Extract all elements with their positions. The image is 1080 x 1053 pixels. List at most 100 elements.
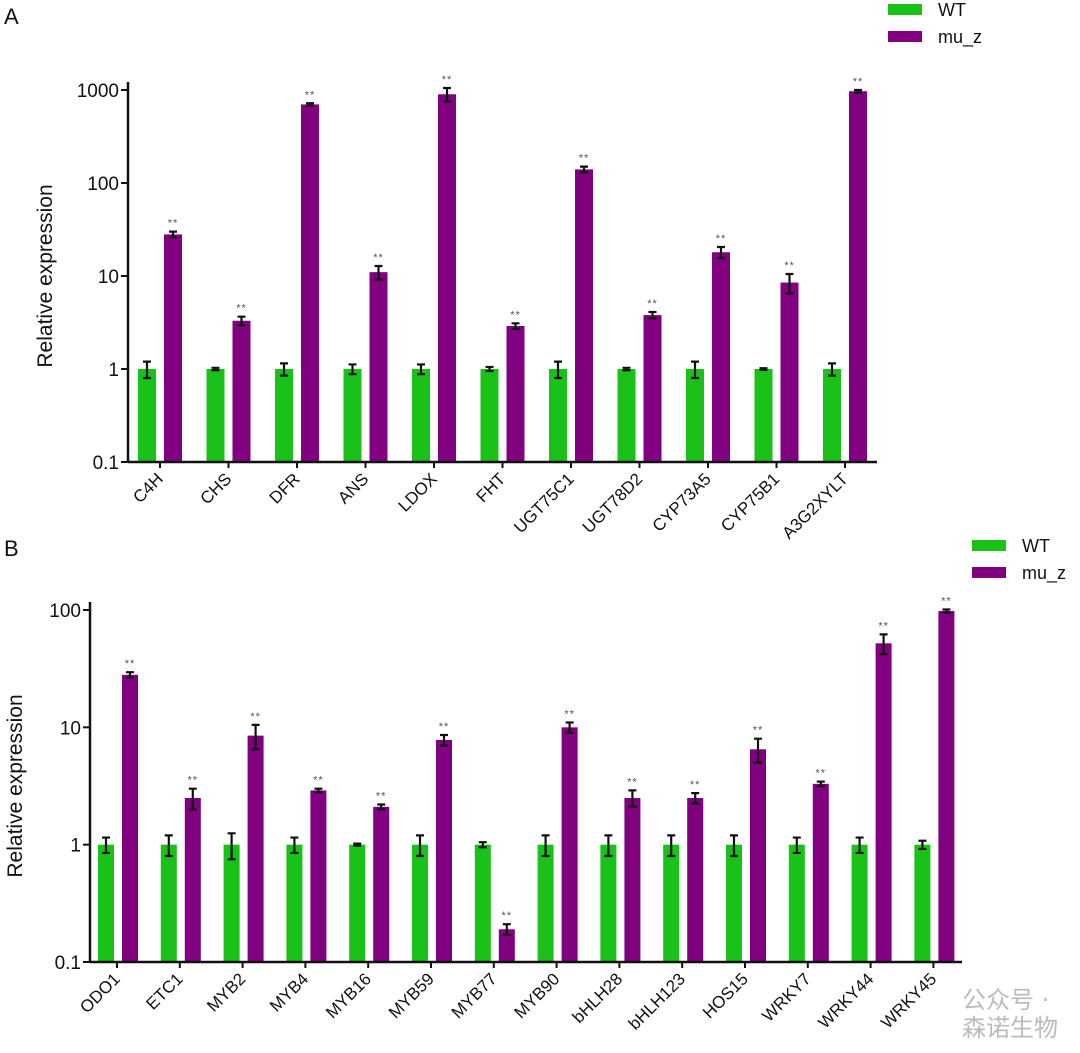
- error-bar: [541, 834, 550, 858]
- bar-wt: [537, 844, 554, 962]
- bar-mu-z: [687, 797, 704, 962]
- bar-wt: [788, 844, 805, 962]
- bar-mu-z: [301, 104, 319, 462]
- error-bar: [485, 365, 494, 373]
- significance-marker: **: [647, 298, 658, 310]
- error-bar: [188, 787, 197, 811]
- error-bar: [353, 842, 362, 847]
- panel-label: B: [4, 536, 19, 561]
- bar-mu-z: [247, 735, 264, 962]
- error-bar: [730, 834, 738, 858]
- x-tick-label: MYB4: [266, 969, 312, 1015]
- error-bar: [169, 230, 177, 239]
- significance-marker: **: [784, 260, 795, 272]
- bar-wt: [474, 844, 491, 962]
- error-bar: [443, 86, 451, 103]
- legend-swatch-mu-z: [888, 31, 922, 42]
- error-bar: [440, 733, 448, 747]
- error-bar: [314, 787, 323, 794]
- x-tick-label: WRKY45: [877, 969, 940, 1032]
- significance-marker: **: [627, 776, 638, 788]
- error-bar: [251, 723, 260, 751]
- error-bar: [879, 633, 888, 656]
- significance-marker: **: [878, 620, 889, 632]
- error-bar: [565, 721, 574, 734]
- x-tick-label: MYB59: [385, 969, 438, 1022]
- bar-mu-z: [184, 797, 201, 962]
- error-bar: [290, 836, 299, 855]
- bar-mu-z: [624, 797, 641, 962]
- significance-marker: **: [941, 595, 952, 607]
- bar-mu-z: [643, 315, 662, 462]
- bar-wt: [349, 844, 366, 962]
- significance-marker: **: [442, 74, 453, 86]
- error-bar: [754, 737, 762, 764]
- bar-wt: [914, 844, 931, 962]
- error-bar: [667, 834, 676, 858]
- bar-mu-z: [369, 272, 388, 462]
- bar-mu-z: [438, 94, 456, 463]
- bar-mu-z: [712, 252, 730, 462]
- error-bar: [374, 264, 383, 281]
- error-bar: [211, 366, 220, 372]
- significance-marker: **: [376, 790, 387, 802]
- error-bar: [417, 363, 425, 376]
- significance-marker: **: [125, 658, 136, 670]
- chart-panel-b: B Relative expression ** ODO1 ** ETC1 ** MYB2 **…: [4, 536, 1066, 1034]
- legend-swatch-wt: [972, 540, 1006, 551]
- bar-wt: [98, 844, 114, 962]
- significance-marker: **: [168, 218, 179, 230]
- panel-label: A: [4, 4, 19, 29]
- legend-swatch-wt: [888, 4, 922, 15]
- error-bar: [348, 363, 357, 376]
- significance-marker: **: [502, 910, 513, 922]
- x-tick-label: C4H: [129, 469, 166, 506]
- watermark: 公众号 · 森诺生物: [962, 986, 1058, 1042]
- y-tick-label: 1000: [77, 81, 119, 102]
- bar-wt: [343, 369, 362, 462]
- y-tick-label: 100: [49, 601, 81, 622]
- y-tick-label: 10: [60, 718, 81, 739]
- error-bar: [227, 832, 236, 861]
- significance-marker: **: [439, 721, 450, 733]
- x-tick-label: A3G2XYLT: [778, 469, 851, 542]
- bar-wt: [686, 369, 704, 462]
- error-bar: [237, 315, 246, 327]
- error-bar: [648, 310, 657, 320]
- significance-marker: **: [816, 768, 827, 780]
- bar-mu-z: [232, 320, 251, 462]
- bar-wt: [206, 369, 225, 462]
- x-tick-label: MYB16: [322, 969, 375, 1022]
- legend-label: mu_z: [1022, 563, 1066, 584]
- bar-wt: [138, 369, 156, 462]
- error-bar: [511, 322, 520, 330]
- error-bar: [828, 362, 836, 377]
- bar-mu-z: [373, 806, 390, 962]
- bar-wt: [726, 844, 742, 962]
- legend-label: WT: [938, 0, 966, 20]
- bar-wt: [286, 844, 303, 962]
- error-bar: [717, 245, 725, 260]
- x-tick-label: CHS: [197, 469, 236, 508]
- bar-mu-z: [506, 325, 525, 462]
- error-bar: [604, 834, 613, 858]
- error-bar: [478, 841, 487, 849]
- error-bar: [785, 272, 794, 295]
- bar-mu-z: [164, 234, 182, 462]
- significance-marker: **: [236, 303, 247, 315]
- bar-mu-z: [575, 169, 593, 462]
- bar-mu-z: [812, 783, 829, 962]
- bar-mu-z: [875, 643, 892, 962]
- significance-marker: **: [690, 779, 701, 791]
- error-bar: [580, 165, 588, 174]
- x-tick-label: ETC1: [142, 969, 186, 1013]
- bar-wt: [754, 369, 773, 462]
- significance-marker: **: [564, 708, 575, 720]
- bar-wt: [480, 369, 499, 462]
- error-bar: [416, 834, 424, 858]
- x-tick-label: UGT75C1: [510, 469, 578, 537]
- bar-wt: [851, 844, 868, 962]
- bar-wt: [663, 844, 680, 962]
- significance-marker: **: [716, 233, 727, 245]
